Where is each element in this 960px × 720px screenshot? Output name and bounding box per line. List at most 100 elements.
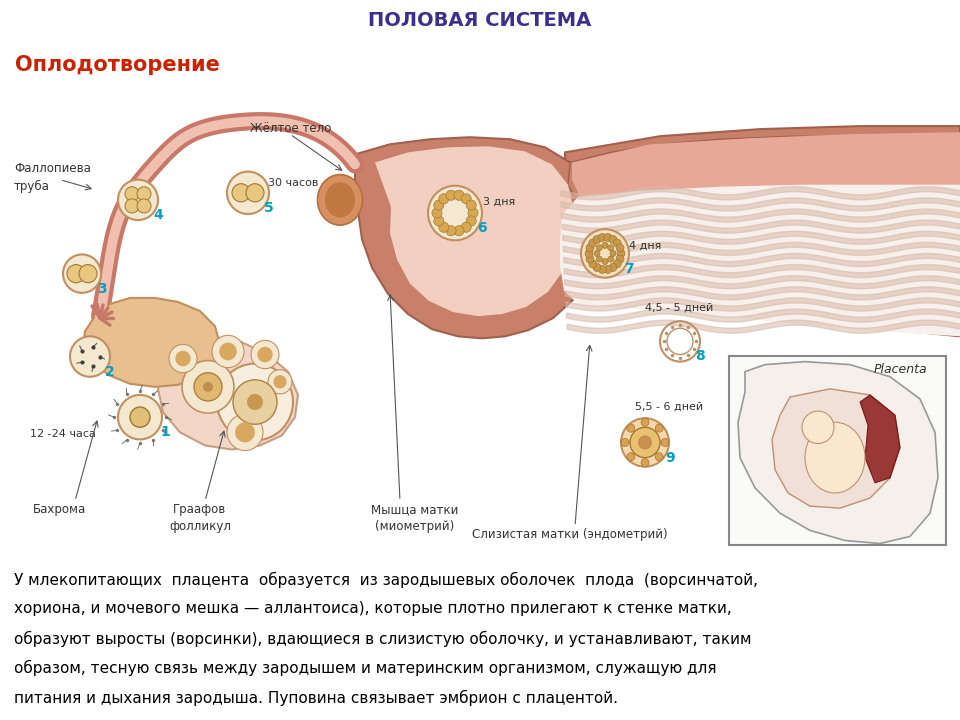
Circle shape: [604, 233, 612, 241]
Text: 7: 7: [624, 261, 634, 276]
Circle shape: [232, 184, 250, 202]
Polygon shape: [355, 138, 592, 338]
Circle shape: [610, 251, 616, 256]
Circle shape: [446, 225, 456, 236]
Circle shape: [616, 255, 624, 263]
Circle shape: [621, 418, 669, 467]
Text: 6: 6: [477, 221, 487, 235]
Circle shape: [627, 424, 635, 432]
Polygon shape: [738, 361, 938, 544]
Text: 4: 4: [153, 208, 163, 222]
Circle shape: [182, 361, 234, 413]
Polygon shape: [560, 185, 960, 336]
Circle shape: [638, 436, 652, 449]
Text: 30 часов: 30 часов: [268, 178, 319, 188]
Text: Фаллопиева
труба: Фаллопиева труба: [14, 163, 91, 193]
Text: Слизистая матки (эндометрий): Слизистая матки (эндометрий): [472, 528, 668, 541]
Circle shape: [655, 453, 663, 461]
Circle shape: [217, 364, 293, 441]
Circle shape: [596, 245, 602, 251]
Circle shape: [428, 186, 482, 240]
Circle shape: [621, 438, 629, 446]
FancyBboxPatch shape: [729, 356, 946, 544]
Circle shape: [446, 190, 456, 200]
Circle shape: [454, 190, 464, 200]
Circle shape: [593, 235, 601, 243]
Text: 1: 1: [160, 426, 170, 439]
Circle shape: [67, 264, 85, 283]
Circle shape: [212, 336, 244, 368]
Circle shape: [616, 244, 624, 252]
Polygon shape: [572, 132, 960, 197]
Circle shape: [609, 264, 617, 271]
Text: 4,5 - 5 дней: 4,5 - 5 дней: [645, 303, 713, 313]
Circle shape: [203, 382, 213, 392]
Circle shape: [588, 239, 597, 247]
Polygon shape: [158, 336, 298, 449]
Circle shape: [613, 239, 621, 247]
Text: Бахрома: Бахрома: [34, 503, 86, 516]
Ellipse shape: [318, 175, 363, 225]
Text: образуют выросты (ворсинки), вдающиеся в слизистую оболочку, и устанавливают, та: образуют выросты (ворсинки), вдающиеся в…: [14, 631, 752, 647]
Ellipse shape: [805, 422, 865, 493]
Text: 5: 5: [264, 201, 274, 215]
Text: 8: 8: [695, 349, 705, 364]
Circle shape: [598, 233, 606, 241]
Polygon shape: [375, 146, 574, 316]
Circle shape: [439, 222, 448, 233]
Circle shape: [467, 216, 476, 226]
Circle shape: [268, 369, 292, 394]
Circle shape: [274, 375, 287, 389]
Circle shape: [118, 395, 162, 439]
Circle shape: [137, 199, 151, 213]
Circle shape: [130, 407, 150, 427]
Circle shape: [251, 341, 279, 369]
Circle shape: [596, 256, 602, 262]
Text: Оплодотворение: Оплодотворение: [15, 55, 220, 76]
Circle shape: [586, 255, 594, 263]
Circle shape: [432, 208, 442, 218]
Circle shape: [608, 256, 613, 262]
Text: Placenta: Placenta: [874, 363, 926, 376]
Circle shape: [70, 336, 110, 377]
Circle shape: [118, 180, 158, 220]
Circle shape: [176, 351, 191, 366]
Circle shape: [608, 245, 613, 251]
Text: 5,5 - 6 дней: 5,5 - 6 дней: [635, 402, 703, 412]
Circle shape: [247, 394, 263, 410]
Text: 4 дня: 4 дня: [629, 240, 661, 251]
Circle shape: [125, 186, 139, 201]
Circle shape: [246, 184, 264, 202]
Circle shape: [235, 423, 255, 442]
Circle shape: [609, 235, 617, 243]
Circle shape: [655, 424, 663, 432]
Circle shape: [641, 418, 649, 426]
Circle shape: [588, 260, 597, 268]
Circle shape: [604, 266, 612, 274]
Circle shape: [467, 200, 476, 210]
Circle shape: [585, 249, 593, 258]
Circle shape: [434, 216, 444, 226]
Circle shape: [454, 225, 464, 236]
Circle shape: [125, 199, 139, 213]
Text: 9: 9: [665, 451, 675, 464]
Text: Мышца матки
(миометрий): Мышца матки (миометрий): [372, 503, 459, 533]
Text: Граафов
фолликул: Граафов фолликул: [169, 503, 231, 533]
Text: Жёлтое тело: Жёлтое тело: [250, 122, 331, 135]
Circle shape: [602, 258, 608, 264]
Text: 2: 2: [105, 364, 115, 379]
Circle shape: [602, 243, 608, 248]
Text: питания и дыхания зародыша. Пуповина связывает эмбрион с плацентой.: питания и дыхания зародыша. Пуповина свя…: [14, 690, 618, 706]
Circle shape: [219, 343, 237, 361]
Ellipse shape: [325, 182, 355, 217]
Polygon shape: [548, 126, 960, 336]
Circle shape: [627, 453, 635, 461]
Circle shape: [613, 260, 621, 268]
Circle shape: [257, 347, 273, 362]
Text: У млекопитающих  плацента  образуется  из зародышевых оболочек  плода  (ворсинча: У млекопитающих плацента образуется из з…: [14, 572, 758, 588]
Circle shape: [586, 244, 594, 252]
Circle shape: [594, 251, 600, 256]
Circle shape: [641, 459, 649, 467]
Polygon shape: [83, 298, 220, 387]
Circle shape: [461, 222, 471, 233]
